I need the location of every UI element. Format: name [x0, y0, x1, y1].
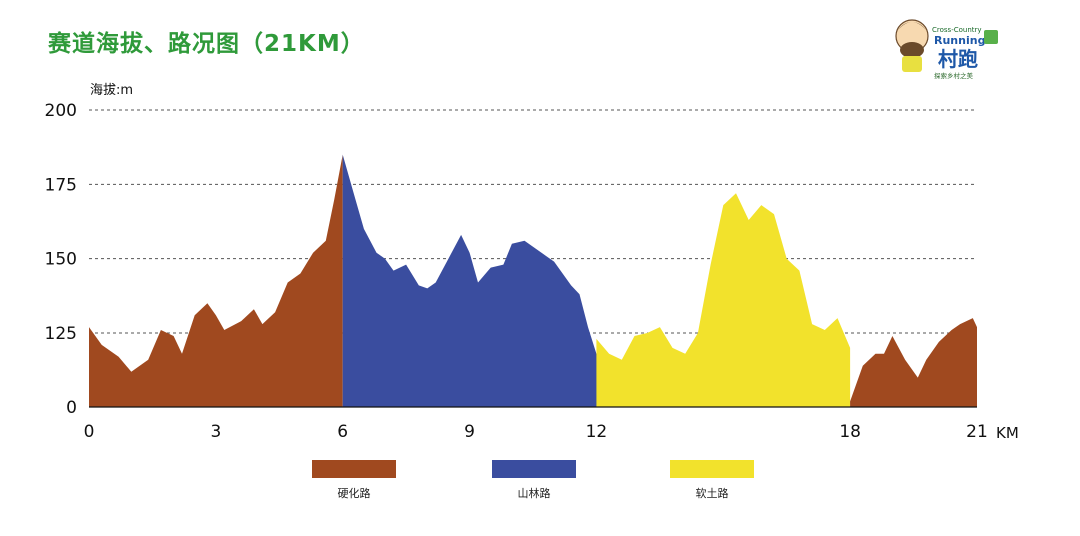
- x-tick-label: 6: [337, 422, 348, 442]
- logo-running-text: Running: [934, 34, 985, 47]
- running-logo-icon: Cross-Country Running 村跑 探索乡村之美: [895, 19, 998, 80]
- y-tick-label: 125: [45, 324, 77, 344]
- y-tick-label: 175: [45, 175, 77, 195]
- series-areas: [89, 154, 977, 407]
- legend-swatch: [492, 460, 576, 478]
- x-tick-label: 9: [464, 422, 475, 442]
- area-series-1: [89, 154, 343, 407]
- x-tick-label: 21: [966, 422, 988, 442]
- y-tick-label: 0: [66, 398, 77, 418]
- area-series-2: [342, 154, 851, 407]
- x-axis-label: KM: [996, 424, 1019, 442]
- x-tick-label: 18: [839, 422, 861, 442]
- legend-swatch: [312, 460, 396, 478]
- legend-item: 山林路: [492, 460, 576, 504]
- x-tick-label: 12: [586, 422, 608, 442]
- area-series-3: [596, 193, 851, 407]
- page-title: 赛道海拔、路况图（21KM）: [48, 31, 365, 57]
- svg-text:Cross-Country: Cross-Country: [932, 26, 982, 34]
- y-tick-label: 200: [45, 101, 77, 121]
- legend-item: 软土路: [670, 460, 754, 504]
- x-tick-label: 0: [84, 422, 95, 442]
- axes: 0 125 150 175 200 0 3 6 9 12 18 21: [45, 101, 988, 442]
- area-series-1-tail: [850, 318, 977, 407]
- legend-item: 硬化路: [312, 460, 396, 504]
- legend-swatch: [670, 460, 754, 478]
- logo-sub-text: 探索乡村之美: [934, 71, 974, 80]
- y-axis-label: 海拔:m: [90, 83, 133, 98]
- logo-main-text: 村跑: [938, 47, 978, 71]
- legend-label: 软土路: [695, 487, 729, 500]
- legend-label: 山林路: [517, 487, 551, 500]
- x-tick-label: 3: [210, 422, 221, 442]
- y-tick-label: 150: [45, 250, 77, 270]
- legend-label: 硬化路: [337, 487, 371, 500]
